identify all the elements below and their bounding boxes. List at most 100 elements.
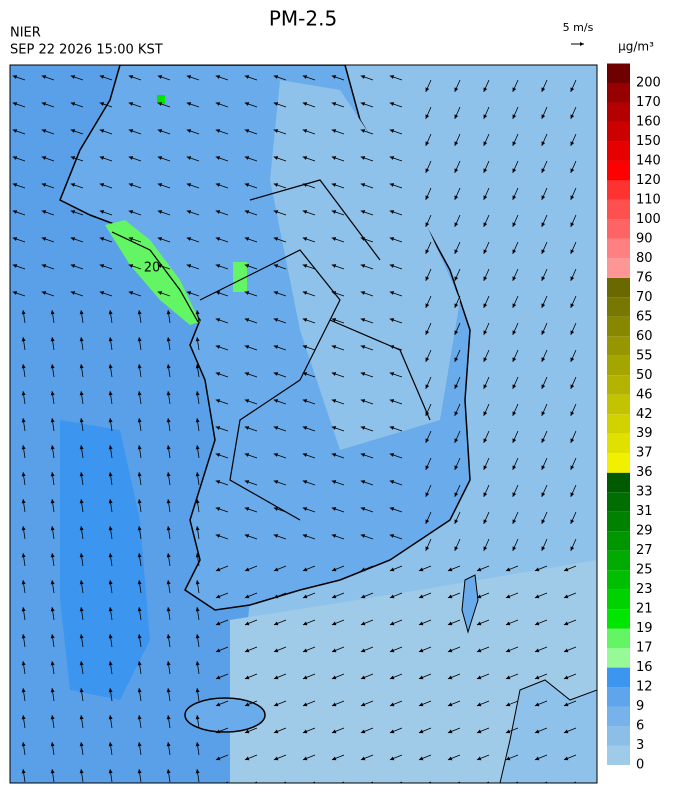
wind-arrow-head bbox=[186, 75, 192, 79]
wind-arrow-head bbox=[195, 337, 200, 342]
wind-arrow-head bbox=[108, 364, 113, 369]
wind-arrow-head bbox=[563, 621, 569, 626]
wind-arrow-head bbox=[418, 675, 424, 680]
wind-arrow-head bbox=[108, 472, 113, 477]
wind-arrow-head bbox=[273, 594, 279, 599]
wind-arrow-head bbox=[215, 675, 221, 680]
wind-arrow-head bbox=[389, 237, 395, 241]
wind-arrow-head bbox=[389, 648, 395, 653]
colorbar-tick-label: 9 bbox=[636, 699, 644, 714]
wind-arrow-head bbox=[448, 783, 452, 787]
wind-arrow-head bbox=[273, 264, 279, 268]
wind-arrow-head bbox=[302, 594, 308, 599]
wind-arrow-head bbox=[41, 264, 47, 268]
wind-arrow-head bbox=[360, 345, 366, 349]
wind-arrow-head bbox=[505, 594, 511, 599]
colorbar-segment bbox=[607, 589, 630, 610]
title: PM-2.5 bbox=[269, 7, 337, 31]
wind-arrow-head bbox=[195, 742, 200, 747]
wind-arrow-head bbox=[166, 769, 171, 774]
wind-arrow-head bbox=[360, 399, 366, 403]
wind-arrow-head bbox=[541, 465, 546, 470]
wind-arrow-head bbox=[21, 607, 26, 612]
colorbar-segment bbox=[607, 180, 630, 200]
wind-arrow-head bbox=[570, 411, 575, 416]
wind-arrow-head bbox=[244, 729, 250, 734]
colorbar-tick-label: 170 bbox=[636, 95, 661, 110]
wind-arrow-head bbox=[512, 492, 517, 497]
wind-arrow-head bbox=[108, 634, 113, 639]
wind-arrow-head bbox=[302, 210, 308, 214]
wind-arrow-head bbox=[12, 102, 18, 106]
colorbar-segment bbox=[607, 83, 630, 103]
wind-arrow-head bbox=[166, 418, 171, 423]
wind-arrow-head bbox=[215, 372, 221, 376]
wind-arrow-head bbox=[21, 580, 26, 585]
wind-arrow-head bbox=[215, 756, 221, 761]
wind-arrow-head bbox=[21, 499, 26, 504]
province-border bbox=[199, 179, 431, 521]
wind-arrow-head bbox=[454, 276, 459, 281]
wind-arrow-head bbox=[166, 580, 171, 585]
wind-arrow-head bbox=[425, 357, 430, 362]
wind-arrow-head bbox=[12, 129, 18, 133]
wind-arrow-head bbox=[534, 675, 540, 680]
wind-arrow-head bbox=[50, 337, 55, 342]
map: 20 bbox=[10, 65, 597, 787]
wind-arrow-head bbox=[418, 756, 424, 761]
wind-arrow-head bbox=[70, 129, 76, 133]
wind-arrow-head bbox=[331, 183, 337, 187]
wind-arrow-head bbox=[476, 621, 482, 626]
jeju-island bbox=[184, 697, 266, 733]
wind-arrow-head bbox=[215, 102, 221, 106]
wind-arrow-head bbox=[331, 399, 337, 403]
wind-arrow-head bbox=[331, 621, 337, 626]
wind-arrow-head bbox=[360, 426, 366, 430]
wind-arrow-head bbox=[215, 399, 221, 403]
colorbar-segment bbox=[607, 375, 630, 395]
wind-arrow-head bbox=[244, 372, 250, 376]
colorbar-tick-label: 25 bbox=[636, 563, 653, 578]
wind-arrow-head bbox=[331, 594, 337, 599]
wind-arrow-head bbox=[302, 399, 308, 403]
wind-arrow-head bbox=[215, 426, 221, 430]
wind-arrow-head bbox=[541, 357, 546, 362]
wind-arrow-head bbox=[541, 141, 546, 146]
wind-arrow-head bbox=[541, 87, 546, 92]
wind-arrow-head bbox=[541, 249, 546, 254]
colorbar-tick-label: 0 bbox=[636, 758, 644, 773]
colorbar-tick-label: 80 bbox=[636, 251, 653, 266]
colorbar-tick-label: 160 bbox=[636, 114, 661, 129]
wind-arrow-head bbox=[512, 411, 517, 416]
wind-arrow-head bbox=[273, 567, 279, 572]
wind-arrow-head bbox=[137, 391, 142, 396]
wind-arrow-head bbox=[215, 345, 221, 349]
wind-arrow-head bbox=[50, 769, 55, 774]
wind-arrow-head bbox=[389, 675, 395, 680]
contour-zone bbox=[233, 262, 247, 292]
wind-arrow-head bbox=[331, 702, 337, 707]
wind-arrow-head bbox=[41, 156, 47, 160]
wind-arrow-head bbox=[108, 418, 113, 423]
wind-arrow-head bbox=[302, 183, 308, 187]
colorbar-segment bbox=[607, 511, 630, 532]
wind-arrow-head bbox=[360, 291, 366, 295]
wind-arrow-head bbox=[128, 291, 134, 295]
wind-arrow-head bbox=[389, 345, 395, 349]
wind-arrow-head bbox=[389, 399, 395, 403]
wind-arrow-head bbox=[570, 384, 575, 389]
wind-arrow-head bbox=[79, 607, 84, 612]
wind-arrow-head bbox=[512, 195, 517, 200]
colorbar-segment bbox=[607, 141, 630, 161]
wind-arrow-head bbox=[331, 237, 337, 241]
wind-arrow-head bbox=[425, 276, 430, 281]
wind-arrow-head bbox=[512, 303, 517, 308]
wind-arrow-head bbox=[360, 210, 366, 214]
wind-arrow-head bbox=[570, 465, 575, 470]
wind-arrow-head bbox=[331, 507, 337, 511]
wind-arrow-head bbox=[244, 129, 250, 133]
colorbar-segment bbox=[607, 726, 630, 746]
wind-arrow-head bbox=[570, 141, 575, 146]
wind-arrow-head bbox=[70, 210, 76, 214]
land-low bbox=[270, 80, 460, 450]
